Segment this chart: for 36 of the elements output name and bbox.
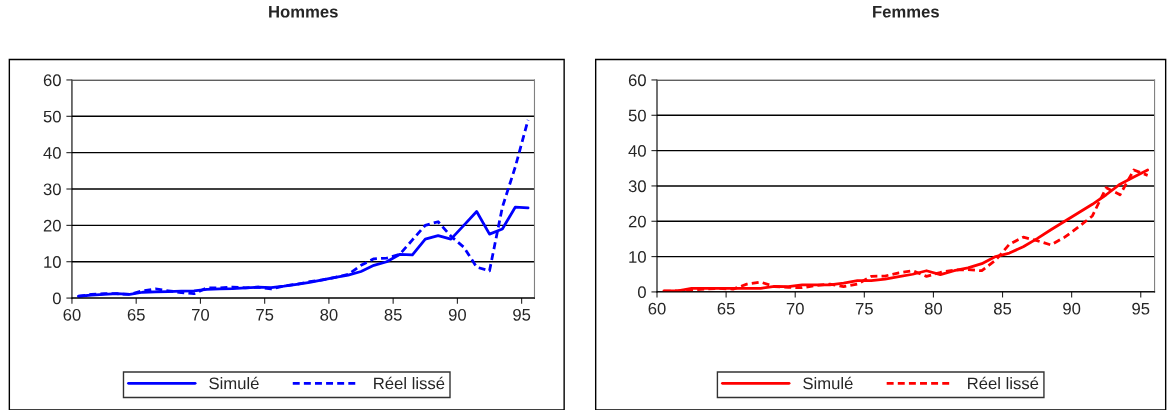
x-tick-label: 85	[993, 302, 1012, 315]
x-tick-label: 95	[1132, 302, 1150, 315]
y-tick-label: 30	[628, 180, 646, 193]
y-tick-label: 50	[628, 109, 646, 122]
y-tick-label: 40	[43, 147, 61, 159]
y-tick-label: 0	[52, 292, 61, 305]
x-tick-label: 80	[924, 302, 943, 315]
x-tick-label: 90	[1063, 302, 1081, 315]
x-tick-label: 75	[256, 309, 274, 321]
legend-label: Simulé	[803, 376, 853, 390]
x-tick-label: 95	[513, 308, 531, 321]
x-tick-label: 90	[448, 308, 467, 321]
x-tick-label: 75	[855, 302, 873, 315]
chart-title: Hommes	[269, 5, 338, 18]
y-tick-label: 10	[44, 256, 61, 268]
y-tick-label: 20	[628, 215, 646, 228]
y-tick-label: 10	[629, 250, 646, 263]
y-tick-label: 0	[637, 286, 646, 299]
x-tick-label: 70	[192, 308, 210, 321]
x-tick-label: 60	[648, 302, 666, 315]
x-tick-label: 70	[786, 302, 804, 315]
x-tick-label: 80	[320, 308, 338, 321]
legend-label: Simulé	[209, 376, 259, 390]
x-tick-label: 65	[717, 302, 735, 315]
chart-title: Femmes	[873, 5, 939, 18]
x-tick-label: 60	[63, 308, 81, 321]
y-tick-label: 60	[628, 74, 646, 87]
y-tick-label: 60	[43, 74, 61, 87]
y-tick-label: 30	[43, 183, 61, 196]
legend-label: Réel lissé	[374, 376, 445, 390]
legend-label: Réel lissé	[968, 376, 1039, 390]
y-tick-label: 50	[43, 110, 61, 123]
y-tick-label: 40	[628, 145, 646, 157]
y-tick-label: 20	[43, 219, 61, 232]
x-tick-label: 65	[127, 308, 145, 321]
x-tick-label: 85	[384, 308, 402, 321]
